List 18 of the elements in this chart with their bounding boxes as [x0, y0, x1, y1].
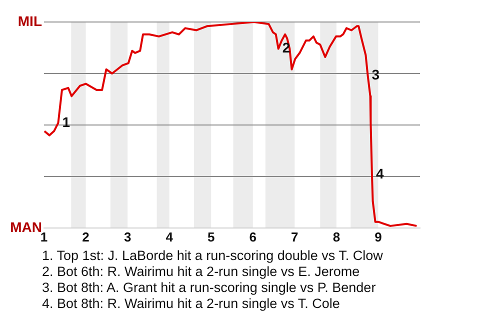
text: 4. Bot 8th: R. Wairimu hit a 2-run single vs T. Cole [42, 296, 341, 312]
annotation: 1 [62, 114, 70, 130]
text: MAN [10, 218, 42, 235]
x-tick-label: 1 [40, 229, 48, 244]
x-tick-label: 2 [82, 229, 90, 244]
x-tick-label: 3 [124, 229, 132, 244]
annotation: 3 [372, 66, 380, 82]
text: 1. Top 1st: J. LaBorde hit a run-scoring double vs T. Clow [42, 248, 384, 264]
text: MIL [18, 12, 42, 29]
text: 3. Bot 8th: A. Grant hit a run-scoring single vs P. Bender [42, 280, 377, 296]
x-tick-label: 4 [166, 229, 174, 244]
x-tick-label: 6 [249, 229, 257, 244]
x-tick-label: 5 [207, 229, 215, 244]
x-tick-label: 7 [291, 229, 298, 244]
text: 2. Bot 6th: R. Wairimu hit a 2-run single vs E. Jerome [42, 264, 361, 280]
x-tick-label: 8 [332, 229, 340, 244]
annotation: 4 [376, 165, 384, 182]
x-tick-label: 9 [374, 229, 382, 244]
